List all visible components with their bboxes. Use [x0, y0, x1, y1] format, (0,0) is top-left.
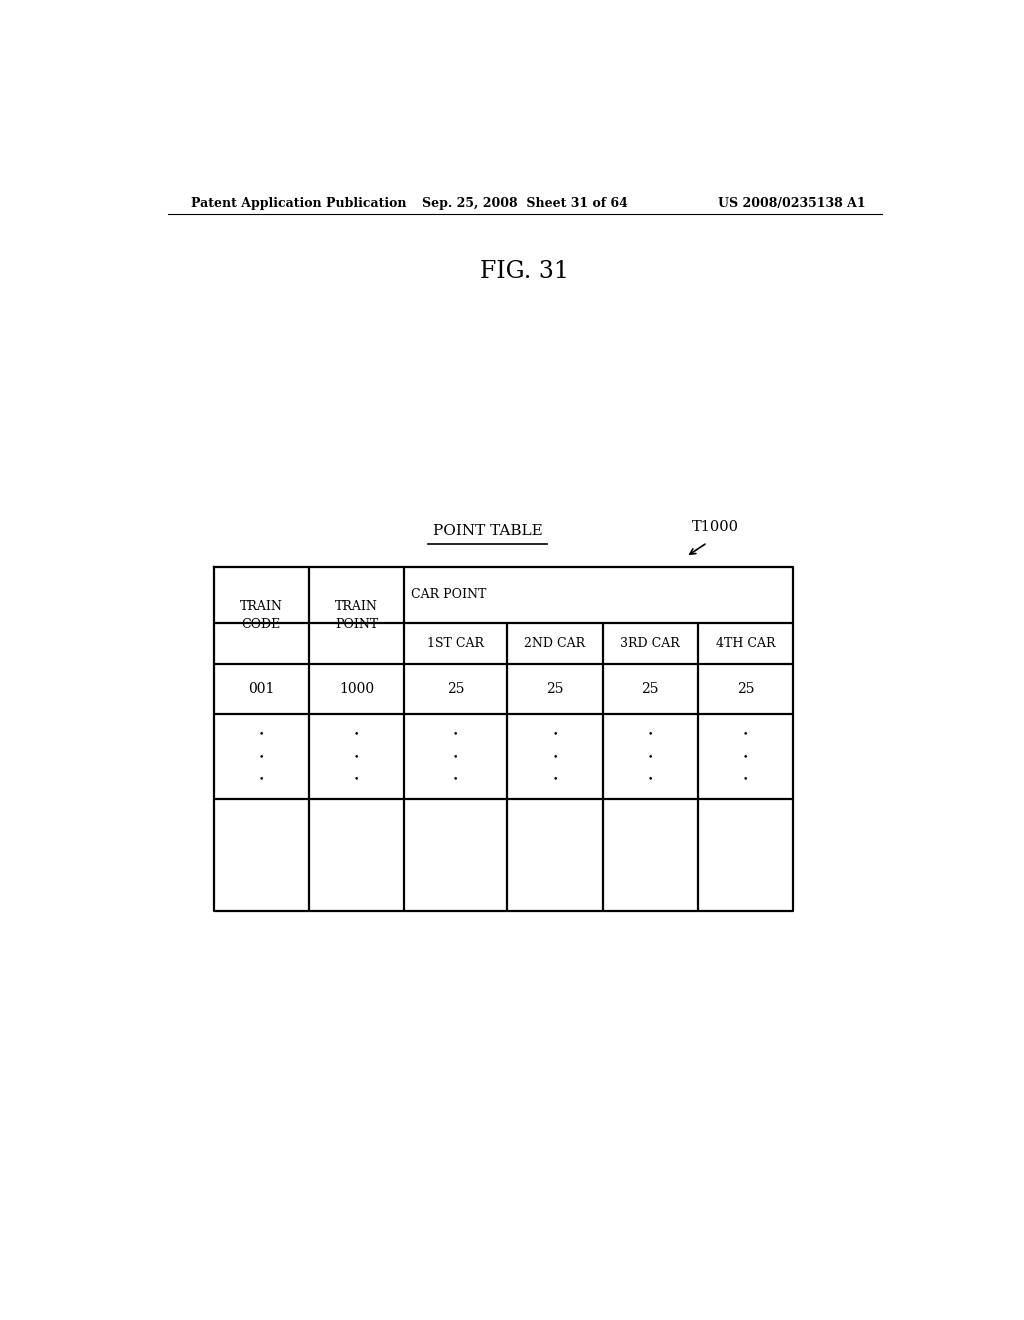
Text: 25: 25: [641, 682, 658, 696]
Text: •: •: [259, 775, 264, 783]
Text: •: •: [259, 752, 264, 762]
Text: •: •: [354, 775, 359, 783]
Text: CAR POINT: CAR POINT: [411, 589, 486, 602]
Text: •: •: [354, 730, 359, 739]
Text: •: •: [742, 752, 749, 762]
Text: •: •: [354, 752, 359, 762]
Text: TRAIN
POINT: TRAIN POINT: [335, 599, 378, 631]
Text: •: •: [453, 730, 459, 739]
Text: •: •: [742, 775, 749, 783]
Text: T1000: T1000: [691, 520, 738, 535]
Text: •: •: [647, 775, 653, 783]
Text: Patent Application Publication: Patent Application Publication: [191, 197, 407, 210]
Text: POINT TABLE: POINT TABLE: [432, 524, 543, 537]
Text: •: •: [259, 730, 264, 739]
Text: 25: 25: [447, 682, 465, 696]
Text: 25: 25: [546, 682, 563, 696]
Text: 2ND CAR: 2ND CAR: [524, 636, 586, 649]
Text: •: •: [647, 752, 653, 762]
Text: •: •: [453, 752, 459, 762]
Text: 4TH CAR: 4TH CAR: [716, 636, 775, 649]
Text: 25: 25: [736, 682, 754, 696]
Text: •: •: [453, 775, 459, 783]
Text: •: •: [552, 752, 558, 762]
Text: •: •: [552, 730, 558, 739]
Text: Sep. 25, 2008  Sheet 31 of 64: Sep. 25, 2008 Sheet 31 of 64: [422, 197, 628, 210]
Text: •: •: [647, 730, 653, 739]
Text: US 2008/0235138 A1: US 2008/0235138 A1: [719, 197, 866, 210]
Text: 001: 001: [248, 682, 274, 696]
Text: •: •: [552, 775, 558, 783]
Text: TRAIN
CODE: TRAIN CODE: [240, 599, 283, 631]
Text: FIG. 31: FIG. 31: [480, 260, 569, 282]
Text: 3RD CAR: 3RD CAR: [621, 636, 680, 649]
Text: 1ST CAR: 1ST CAR: [427, 636, 484, 649]
Text: •: •: [742, 730, 749, 739]
Text: 1000: 1000: [339, 682, 374, 696]
